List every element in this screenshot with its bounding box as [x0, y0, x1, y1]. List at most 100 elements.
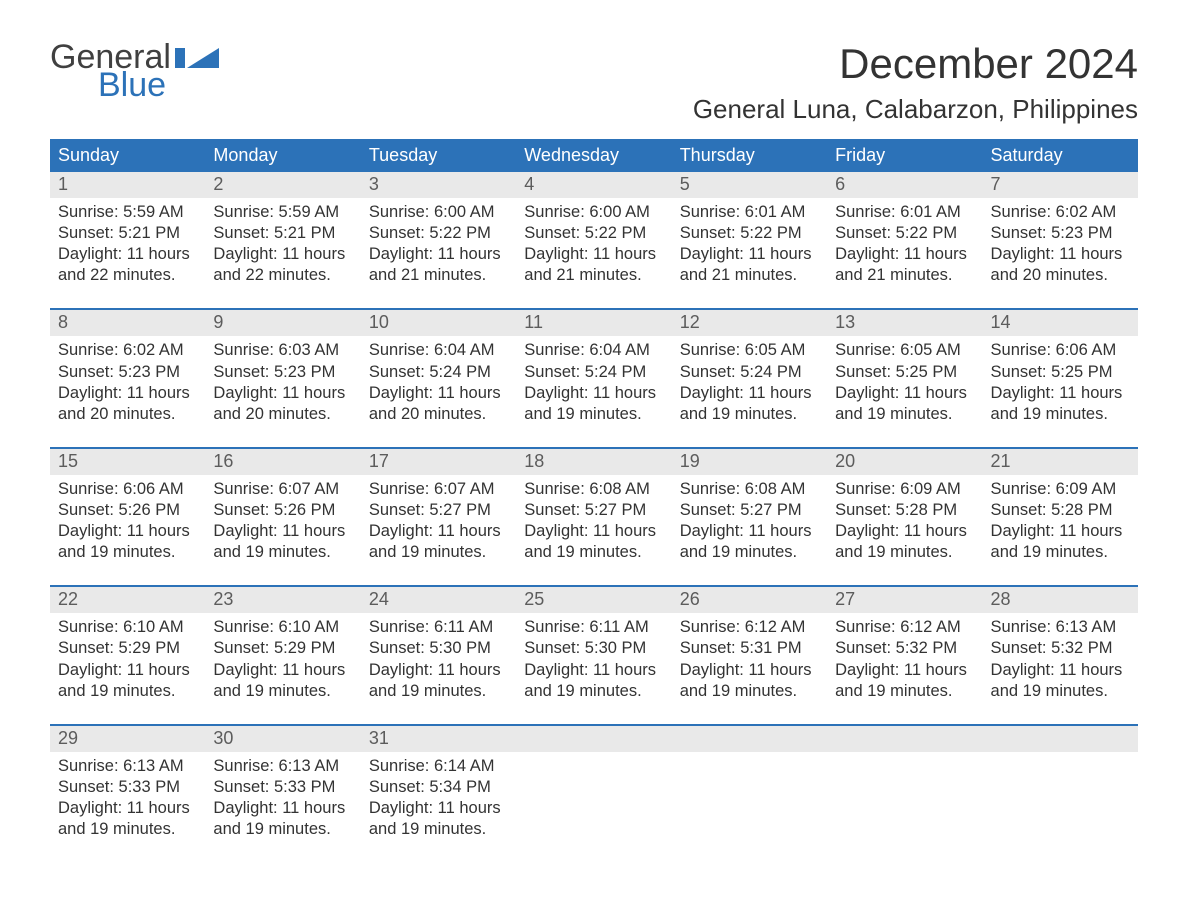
day-dl2-text: and 19 minutes.	[835, 542, 974, 563]
day-sunset-text: Sunset: 5:34 PM	[369, 777, 508, 798]
day-number: 28	[983, 587, 1138, 613]
day-number: 13	[827, 310, 982, 336]
day-sunset-text: Sunset: 5:26 PM	[213, 500, 352, 521]
day-header-wednesday: Wednesday	[516, 139, 671, 172]
day-cell: Sunrise: 6:05 AMSunset: 5:24 PMDaylight:…	[672, 336, 827, 424]
day-dl2-text: and 20 minutes.	[213, 404, 352, 425]
day-sunrise-text: Sunrise: 6:01 AM	[680, 202, 819, 223]
day-sunset-text: Sunset: 5:22 PM	[835, 223, 974, 244]
day-dl1-text: Daylight: 11 hours	[213, 660, 352, 681]
day-sunset-text: Sunset: 5:23 PM	[213, 362, 352, 383]
day-number: 31	[361, 726, 516, 752]
day-dl1-text: Daylight: 11 hours	[369, 383, 508, 404]
day-number: 15	[50, 449, 205, 475]
day-sunrise-text: Sunrise: 6:05 AM	[680, 340, 819, 361]
day-dl2-text: and 19 minutes.	[991, 404, 1130, 425]
day-number	[672, 726, 827, 752]
day-cell: Sunrise: 6:13 AMSunset: 5:33 PMDaylight:…	[50, 752, 205, 840]
day-cell: Sunrise: 6:09 AMSunset: 5:28 PMDaylight:…	[983, 475, 1138, 563]
day-sunset-text: Sunset: 5:22 PM	[680, 223, 819, 244]
day-sunrise-text: Sunrise: 6:00 AM	[524, 202, 663, 223]
day-sunrise-text: Sunrise: 6:13 AM	[213, 756, 352, 777]
day-cell: Sunrise: 6:06 AMSunset: 5:26 PMDaylight:…	[50, 475, 205, 563]
day-cell: Sunrise: 6:08 AMSunset: 5:27 PMDaylight:…	[516, 475, 671, 563]
day-sunset-text: Sunset: 5:32 PM	[991, 638, 1130, 659]
day-sunset-text: Sunset: 5:30 PM	[524, 638, 663, 659]
day-dl1-text: Daylight: 11 hours	[369, 660, 508, 681]
day-dl1-text: Daylight: 11 hours	[369, 244, 508, 265]
day-dl2-text: and 21 minutes.	[524, 265, 663, 286]
day-dl1-text: Daylight: 11 hours	[524, 244, 663, 265]
day-dl1-text: Daylight: 11 hours	[991, 244, 1130, 265]
day-dl1-text: Daylight: 11 hours	[213, 521, 352, 542]
day-number: 18	[516, 449, 671, 475]
day-dl1-text: Daylight: 11 hours	[835, 383, 974, 404]
day-sunset-text: Sunset: 5:25 PM	[991, 362, 1130, 383]
day-cell: Sunrise: 6:04 AMSunset: 5:24 PMDaylight:…	[516, 336, 671, 424]
day-cell: Sunrise: 6:02 AMSunset: 5:23 PMDaylight:…	[983, 198, 1138, 286]
day-number: 14	[983, 310, 1138, 336]
logo: General Blue	[50, 40, 219, 102]
day-dl2-text: and 19 minutes.	[680, 404, 819, 425]
day-sunset-text: Sunset: 5:26 PM	[58, 500, 197, 521]
day-dl1-text: Daylight: 11 hours	[524, 660, 663, 681]
day-dl2-text: and 19 minutes.	[991, 681, 1130, 702]
day-dl2-text: and 20 minutes.	[58, 404, 197, 425]
day-dl2-text: and 19 minutes.	[213, 542, 352, 563]
day-data-row: Sunrise: 6:10 AMSunset: 5:29 PMDaylight:…	[50, 613, 1138, 701]
day-sunrise-text: Sunrise: 6:10 AM	[213, 617, 352, 638]
logo-text-blue: Blue	[98, 68, 219, 102]
day-cell: Sunrise: 6:09 AMSunset: 5:28 PMDaylight:…	[827, 475, 982, 563]
day-sunset-text: Sunset: 5:28 PM	[991, 500, 1130, 521]
day-dl2-text: and 19 minutes.	[213, 819, 352, 840]
day-dl2-text: and 19 minutes.	[835, 404, 974, 425]
day-number: 3	[361, 172, 516, 198]
day-header-sunday: Sunday	[50, 139, 205, 172]
day-sunrise-text: Sunrise: 6:02 AM	[58, 340, 197, 361]
day-dl1-text: Daylight: 11 hours	[58, 798, 197, 819]
day-number: 17	[361, 449, 516, 475]
day-number: 5	[672, 172, 827, 198]
day-sunrise-text: Sunrise: 6:07 AM	[369, 479, 508, 500]
calendar-week: 22232425262728Sunrise: 6:10 AMSunset: 5:…	[50, 585, 1138, 701]
day-cell: Sunrise: 6:05 AMSunset: 5:25 PMDaylight:…	[827, 336, 982, 424]
day-cell: Sunrise: 6:12 AMSunset: 5:31 PMDaylight:…	[672, 613, 827, 701]
day-sunrise-text: Sunrise: 6:04 AM	[369, 340, 508, 361]
day-number-row: 22232425262728	[50, 587, 1138, 613]
day-sunset-text: Sunset: 5:33 PM	[58, 777, 197, 798]
day-dl1-text: Daylight: 11 hours	[58, 521, 197, 542]
day-sunrise-text: Sunrise: 6:05 AM	[835, 340, 974, 361]
day-dl2-text: and 19 minutes.	[58, 819, 197, 840]
header: General Blue December 2024 General Luna,…	[50, 40, 1138, 125]
day-number: 29	[50, 726, 205, 752]
day-sunset-text: Sunset: 5:29 PM	[213, 638, 352, 659]
day-cell: Sunrise: 6:01 AMSunset: 5:22 PMDaylight:…	[672, 198, 827, 286]
day-sunset-text: Sunset: 5:27 PM	[680, 500, 819, 521]
day-header-thursday: Thursday	[672, 139, 827, 172]
day-cell: Sunrise: 5:59 AMSunset: 5:21 PMDaylight:…	[50, 198, 205, 286]
day-cell	[827, 752, 982, 840]
day-sunrise-text: Sunrise: 6:09 AM	[835, 479, 974, 500]
day-number: 24	[361, 587, 516, 613]
day-dl2-text: and 19 minutes.	[524, 404, 663, 425]
day-dl2-text: and 20 minutes.	[991, 265, 1130, 286]
day-cell: Sunrise: 6:01 AMSunset: 5:22 PMDaylight:…	[827, 198, 982, 286]
day-dl1-text: Daylight: 11 hours	[991, 383, 1130, 404]
day-dl2-text: and 19 minutes.	[835, 681, 974, 702]
day-cell: Sunrise: 6:11 AMSunset: 5:30 PMDaylight:…	[516, 613, 671, 701]
day-cell: Sunrise: 6:00 AMSunset: 5:22 PMDaylight:…	[516, 198, 671, 286]
day-cell	[516, 752, 671, 840]
day-sunrise-text: Sunrise: 6:06 AM	[991, 340, 1130, 361]
day-dl1-text: Daylight: 11 hours	[213, 244, 352, 265]
day-cell: Sunrise: 6:03 AMSunset: 5:23 PMDaylight:…	[205, 336, 360, 424]
day-number: 20	[827, 449, 982, 475]
day-number-row: 891011121314	[50, 310, 1138, 336]
day-sunset-text: Sunset: 5:21 PM	[213, 223, 352, 244]
day-sunrise-text: Sunrise: 6:01 AM	[835, 202, 974, 223]
day-dl1-text: Daylight: 11 hours	[213, 798, 352, 819]
day-number: 4	[516, 172, 671, 198]
day-dl1-text: Daylight: 11 hours	[680, 521, 819, 542]
day-dl1-text: Daylight: 11 hours	[835, 521, 974, 542]
day-number-row: 293031	[50, 726, 1138, 752]
day-sunrise-text: Sunrise: 6:11 AM	[524, 617, 663, 638]
